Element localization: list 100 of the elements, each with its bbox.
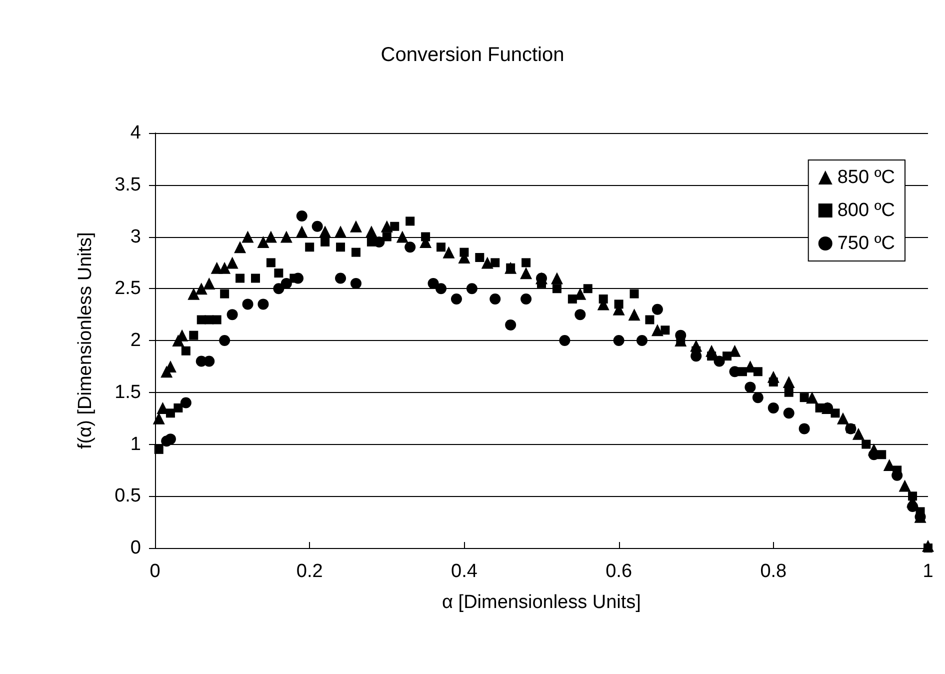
point: [436, 242, 446, 252]
point: [651, 324, 664, 336]
point: [280, 230, 292, 243]
point: [552, 284, 562, 294]
point: [614, 300, 624, 309]
point: [396, 230, 408, 243]
point: [219, 335, 230, 346]
point: [800, 393, 809, 402]
point: [652, 304, 663, 315]
point: [154, 444, 164, 454]
point: [907, 501, 918, 512]
point: [274, 268, 284, 278]
y-tick-label: 3: [130, 226, 141, 248]
legend-label: 750 ºC: [837, 233, 895, 254]
point: [204, 356, 215, 367]
point: [613, 335, 624, 346]
point: [188, 288, 200, 300]
point: [783, 408, 794, 419]
point: [218, 262, 231, 274]
point: [320, 237, 330, 246]
point: [226, 256, 238, 269]
legend-label: 800 ºC: [837, 200, 895, 221]
point: [351, 248, 360, 257]
point: [598, 294, 608, 304]
point: [460, 248, 469, 257]
x-tick-label: 0.2: [296, 561, 323, 582]
point: [212, 315, 222, 324]
point: [628, 308, 640, 321]
point: [583, 284, 592, 294]
y-tick-label: 0: [130, 538, 141, 558]
point: [296, 210, 308, 222]
point: [660, 326, 670, 335]
point: [292, 272, 304, 284]
point: [250, 274, 260, 283]
point: [722, 352, 732, 361]
point: [319, 226, 332, 238]
point: [753, 367, 762, 376]
point: [174, 403, 183, 412]
point: [189, 330, 198, 340]
y-tick-label: 1: [130, 434, 141, 455]
point: [264, 230, 277, 243]
point: [181, 346, 190, 356]
point: [390, 222, 400, 231]
point: [714, 356, 725, 367]
point: [242, 230, 254, 243]
point: [180, 397, 192, 408]
point: [220, 289, 230, 298]
point: [690, 350, 702, 362]
point: [335, 272, 346, 284]
point: [436, 283, 446, 294]
point: [898, 480, 911, 492]
point: [520, 294, 532, 304]
point: [382, 232, 392, 242]
point: [365, 226, 378, 238]
y-tick-label: 3.5: [114, 174, 141, 196]
point: [798, 423, 810, 434]
point: [421, 232, 430, 242]
y-tick-label: 4: [130, 122, 142, 144]
point: [305, 242, 314, 252]
point: [862, 440, 871, 449]
point: [768, 378, 778, 386]
point: [296, 226, 308, 238]
point: [226, 309, 238, 320]
y-tick-label: 1.5: [114, 382, 141, 403]
point: [428, 278, 439, 289]
point: [568, 294, 577, 304]
point: [782, 376, 795, 388]
point: [234, 241, 246, 254]
point: [490, 258, 500, 268]
point: [481, 256, 494, 269]
point: [505, 319, 516, 330]
point: [166, 408, 175, 418]
chart-title: Conversion Function: [380, 44, 564, 66]
point: [707, 352, 716, 361]
point: [522, 258, 531, 268]
point: [236, 274, 245, 283]
point: [908, 492, 918, 501]
x-axis-title: α [Dimensionless Units]: [442, 592, 641, 613]
point: [924, 544, 932, 552]
point: [450, 294, 462, 304]
point: [574, 309, 586, 320]
point: [475, 253, 484, 262]
point: [806, 392, 818, 404]
point: [273, 283, 284, 294]
point: [350, 220, 362, 232]
point: [768, 402, 779, 414]
point: [744, 382, 756, 393]
point: [636, 335, 648, 346]
point: [350, 278, 362, 289]
point: [490, 294, 501, 304]
point: [280, 278, 292, 289]
y-tick-label: 2.5: [114, 278, 141, 300]
legend-label: 850 ºC: [837, 167, 895, 188]
point: [645, 315, 654, 324]
point: [334, 226, 347, 238]
y-tick-label: 2: [130, 330, 141, 351]
point: [164, 434, 176, 445]
point: [257, 236, 270, 248]
x-tick-label: 0.6: [606, 561, 632, 582]
point: [203, 277, 216, 290]
